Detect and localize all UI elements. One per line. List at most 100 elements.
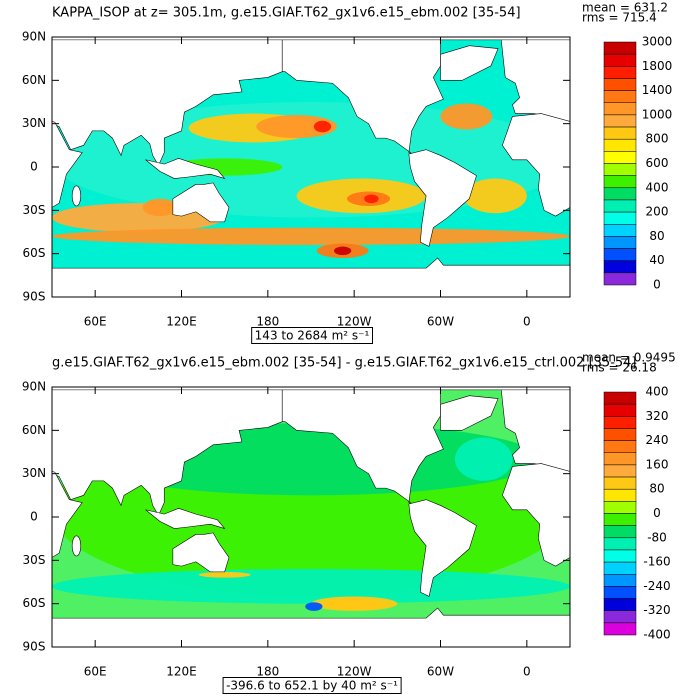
- colorbar-box: [603, 187, 637, 201]
- lat-label: 60N: [22, 423, 46, 437]
- lon-label: 0: [523, 315, 531, 329]
- field-region: [313, 120, 332, 133]
- lon-label: 120E: [166, 665, 197, 679]
- colorbar-label: 400: [646, 385, 669, 399]
- lat-label: 30S: [23, 203, 46, 217]
- colorbar-box: [603, 236, 637, 249]
- colorbar-label: 800: [646, 132, 669, 146]
- lat-label: 90S: [23, 290, 46, 304]
- field-region: [52, 227, 570, 245]
- lon-label: 180: [256, 315, 279, 329]
- colorbar-box: [603, 102, 637, 116]
- range-box: [222, 677, 402, 694]
- field-region: [305, 602, 323, 611]
- colorbar-box: [603, 464, 637, 478]
- colorbar-box: [603, 199, 637, 213]
- colorbar-box: [603, 403, 637, 417]
- lat-label: 60N: [22, 73, 46, 87]
- colorbar-label: 200: [646, 205, 669, 219]
- lat-label: 0: [30, 160, 38, 174]
- colorbar-box: [603, 549, 637, 563]
- lon-label: 60W: [427, 315, 454, 329]
- rms-label: rms = 715.4: [582, 11, 657, 25]
- field-region: [364, 194, 379, 204]
- map-area: [52, 37, 570, 297]
- lat-label: 90N: [22, 380, 46, 394]
- lat-label: 30N: [22, 116, 46, 130]
- colorbar-label: 320: [646, 409, 669, 423]
- colorbar-box: [603, 513, 637, 526]
- colorbar-label: 3000: [642, 35, 673, 49]
- lon-label: 60E: [84, 665, 107, 679]
- colorbar-label: 240: [646, 433, 669, 447]
- colorbar-box: [603, 525, 637, 539]
- lat-label: 60S: [23, 596, 46, 610]
- colorbar-box: [603, 163, 637, 176]
- colorbar-box: [603, 574, 637, 587]
- field-region: [454, 437, 513, 481]
- colorbar-label: 1800: [642, 59, 673, 73]
- map-fields: [52, 387, 570, 647]
- field-region: [440, 103, 493, 130]
- colorbar-box: [603, 488, 637, 502]
- map-fields: [52, 37, 570, 297]
- field-region: [142, 198, 178, 217]
- lat-label: 30N: [22, 466, 46, 480]
- colorbar-box: [603, 272, 637, 286]
- map-panel: g.e15.GIAF.T62_gx1v6.e15_ebm.002 [35-54]…: [22, 351, 676, 694]
- colorbar-label: 1000: [642, 107, 673, 121]
- colorbar-label: -240: [643, 579, 670, 593]
- map-panel: KAPPA_ISOP at z= 305.1m, g.e15.GIAF.T62_…: [22, 1, 673, 344]
- colorbar-label: 80: [649, 482, 664, 496]
- colorbar-box: [603, 90, 637, 103]
- lat-label: 30S: [23, 553, 46, 567]
- mean-label: mean = 631.2: [582, 1, 668, 15]
- colorbar-label: 80: [649, 229, 664, 243]
- lon-label: 180: [256, 665, 279, 679]
- colorbar-box: [603, 175, 637, 189]
- colorbar-box: [603, 537, 637, 551]
- colorbar-box: [603, 416, 637, 429]
- field-region: [334, 246, 352, 256]
- colorbar-label: -160: [643, 555, 670, 569]
- range-box: [251, 327, 374, 344]
- lat-label: 90N: [22, 30, 46, 44]
- field-region: [256, 115, 337, 139]
- field-region: [198, 571, 251, 578]
- lon-label: 0: [523, 665, 531, 679]
- rms-label: rms = 26.18: [582, 361, 657, 375]
- colorbar-box: [603, 610, 637, 624]
- colorbar-box: [603, 151, 637, 164]
- colorbar-box: [603, 622, 637, 636]
- lon-label: 60E: [84, 315, 107, 329]
- colorbar-box: [603, 66, 637, 79]
- colorbar-box: [603, 428, 637, 441]
- colorbar-box: [603, 53, 637, 67]
- colorbar-box: [603, 586, 637, 599]
- lon-label: 120W: [337, 665, 372, 679]
- colorbar-box: [603, 78, 637, 91]
- colorbar-box: [603, 476, 637, 490]
- colorbar-box: [603, 138, 637, 152]
- colorbar-label: -400: [643, 628, 670, 642]
- colorbar-label: -320: [643, 603, 670, 617]
- field-region: [463, 178, 527, 214]
- lat-label: 90S: [23, 640, 46, 654]
- colorbar-label: 1400: [642, 83, 673, 97]
- colorbar-label: 0: [653, 278, 661, 292]
- lat-label: 0: [30, 510, 38, 524]
- range-label: -396.6 to 652.1 by 40 m² s⁻¹: [226, 679, 398, 693]
- panel-title: KAPPA_ISOP at z= 305.1m, g.e15.GIAF.T62_…: [52, 6, 521, 21]
- colorbar-box: [603, 248, 637, 261]
- map-area: [52, 387, 570, 647]
- colorbar-box: [603, 260, 637, 274]
- field-region: [311, 596, 398, 611]
- colorbar-label: 0: [653, 506, 661, 520]
- colorbar-box: [603, 452, 637, 466]
- colorbar-label: -80: [647, 530, 667, 544]
- colorbar-label: 400: [646, 180, 669, 194]
- range-label: 143 to 2684 m² s⁻¹: [255, 329, 370, 343]
- mean-label: mean = 0.9495: [582, 351, 676, 365]
- colorbar-box: [603, 211, 637, 225]
